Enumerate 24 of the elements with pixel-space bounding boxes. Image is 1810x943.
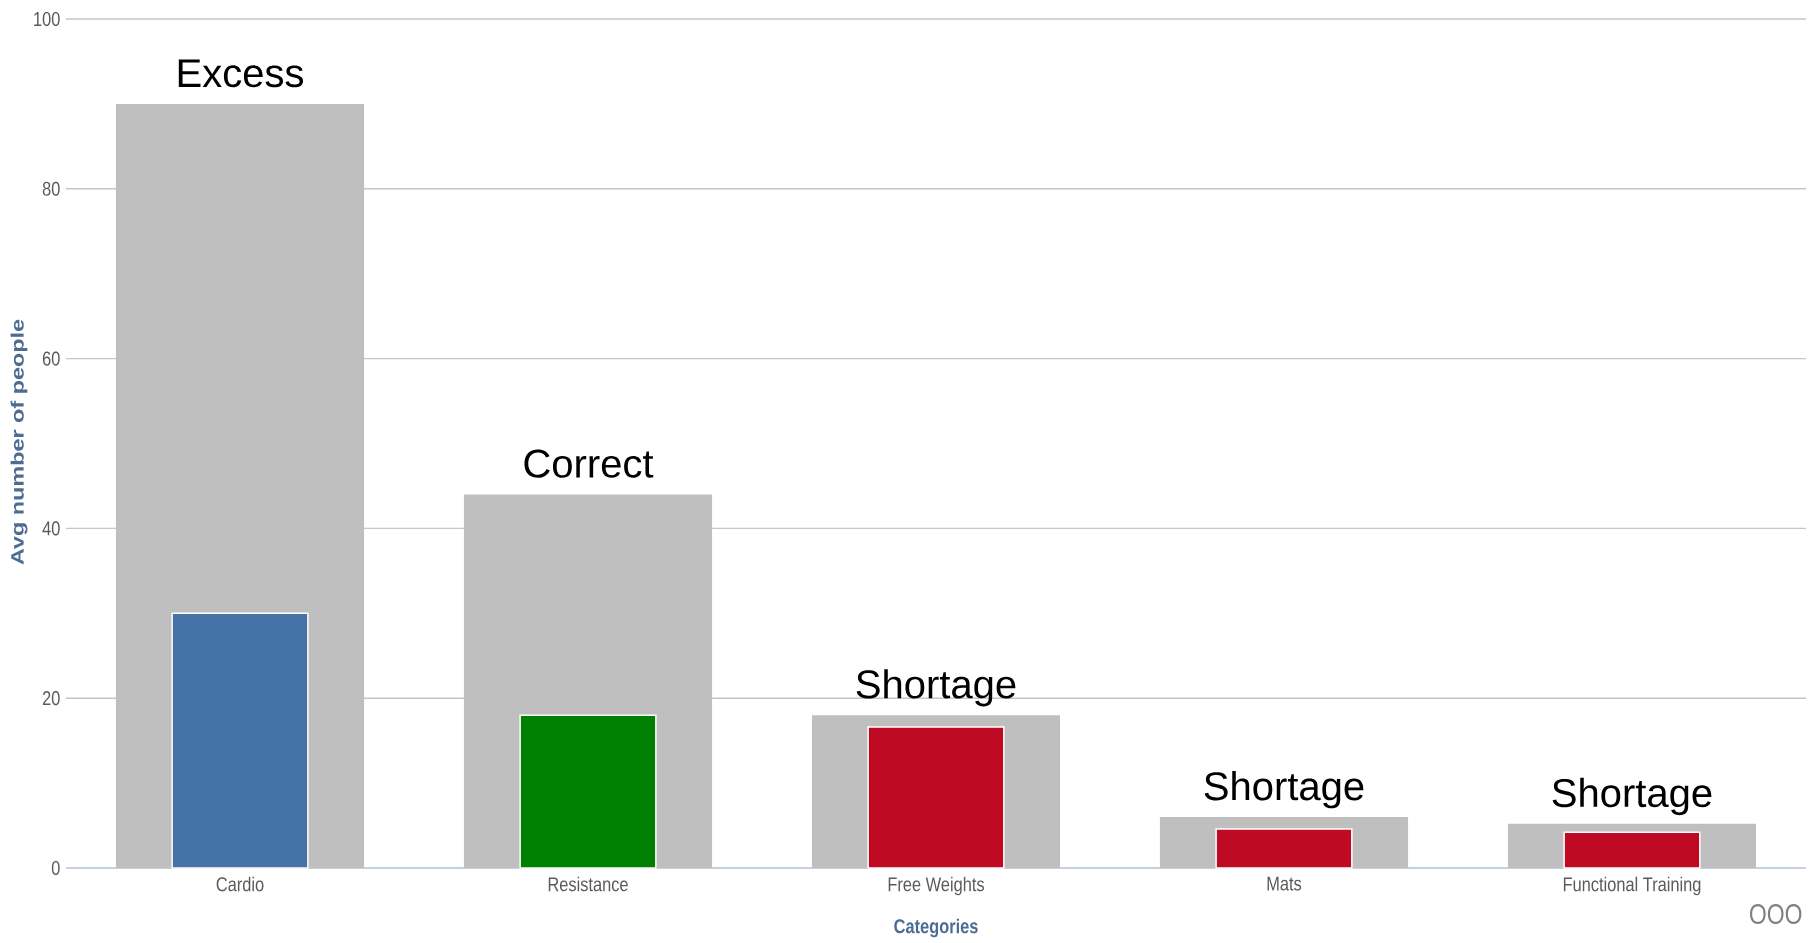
annotation: Shortage [1552,777,1712,816]
x-tick-label: Free Weights [888,876,984,896]
y-tick-label: 100 [34,11,60,27]
bar [867,726,1005,869]
x-tick-label: Resistance [548,876,628,892]
text: OOO [1749,904,1802,924]
bar [1563,831,1701,869]
bar [171,612,309,869]
bar [1215,828,1353,869]
x-axis-title: Categories [894,918,978,938]
y-tick-label: 20 [42,691,60,706]
annotation: Excess [178,59,304,88]
bar [519,714,657,869]
y-tick-label: 0 [51,860,60,876]
x-tick-label: Functional Training [1563,876,1701,896]
y-tick-label: 80 [42,181,60,196]
annotation: Correct [524,449,654,478]
x-tick-label: Mats [1267,876,1302,891]
y-tick-label: 60 [42,351,60,366]
x-tick-label: Cardio [216,876,264,892]
y-tick-label: 40 [42,521,60,536]
y-axis-title: Avg number of people [10,319,28,565]
annotation: Shortage [1204,771,1364,809]
annotation: Shortage [856,669,1016,707]
